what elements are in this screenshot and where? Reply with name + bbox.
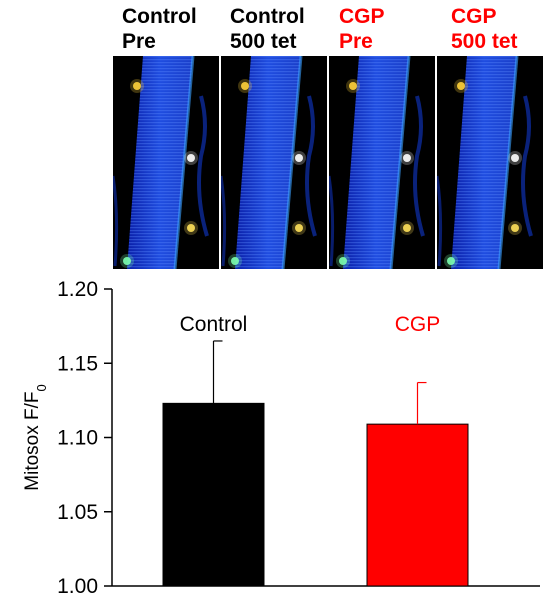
bar-control bbox=[162, 402, 265, 587]
panel-label-line2: Pre bbox=[122, 30, 156, 53]
panel-label-line1: Control bbox=[230, 5, 305, 28]
y-tick-label: 1.00 bbox=[57, 575, 98, 598]
y-tick-label: 1.05 bbox=[57, 501, 98, 524]
micrograph-control-500tet bbox=[221, 56, 327, 269]
panel-label-line2: 500 tet bbox=[451, 30, 518, 53]
y-tick-label: 1.20 bbox=[57, 278, 98, 301]
chart-axes: 1.00 1.05 1.10 1.15 1.20 Mitosox F/F0 bbox=[22, 278, 540, 598]
panel-label-cgp-500tet: CGP 500 tet bbox=[451, 4, 518, 54]
panel-label-control-pre: Control Pre bbox=[122, 4, 197, 54]
category-label-control: Control bbox=[180, 313, 248, 336]
panel-label-line2: Pre bbox=[339, 30, 373, 53]
category-label-cgp: CGP bbox=[395, 313, 441, 336]
micrograph-cgp-pre bbox=[329, 56, 435, 269]
chart-bars: Control CGP bbox=[162, 313, 469, 587]
y-tick-label: 1.10 bbox=[57, 427, 98, 450]
y-axis-label: Mitosox F/F0 bbox=[22, 384, 49, 490]
y-tick-label: 1.15 bbox=[57, 352, 98, 375]
panel-label-cgp-pre: CGP Pre bbox=[339, 4, 385, 54]
panel-label-line2: 500 tet bbox=[230, 30, 297, 53]
panel-label-line1: CGP bbox=[339, 5, 385, 28]
panel-label-control-500tet: Control 500 tet bbox=[230, 4, 305, 54]
panel-label-line1: CGP bbox=[451, 5, 497, 28]
panel-label-line1: Control bbox=[122, 5, 197, 28]
micrograph-cgp-500tet bbox=[437, 56, 543, 269]
micrograph-control-pre bbox=[113, 56, 219, 269]
mitosox-bar-chart: 1.00 1.05 1.10 1.15 1.20 Mitosox F/F0 Control… bbox=[22, 278, 540, 598]
bar-cgp bbox=[366, 423, 469, 587]
